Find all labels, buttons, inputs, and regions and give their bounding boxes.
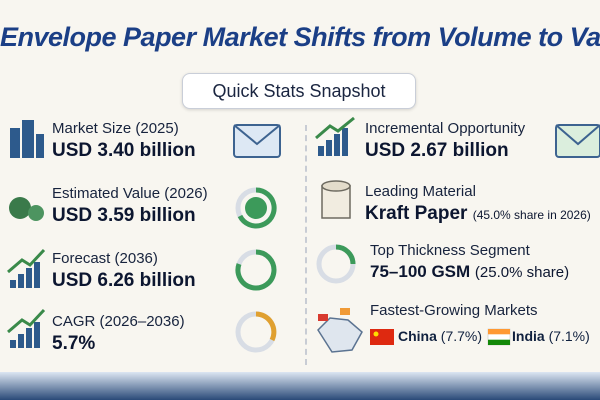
stat-value: USD 3.59 billion — [52, 205, 196, 226]
stat-label: Fastest-Growing Markets — [370, 302, 538, 319]
title: Envelope Paper Market Shifts from Volume… — [0, 22, 600, 52]
stat-label: Market Size (2025) — [52, 120, 179, 137]
subtitle: Quick Stats Snapshot — [182, 73, 416, 109]
thickness-badge — [316, 244, 356, 284]
market-name: India — [512, 328, 545, 344]
envelope-icon-2 — [555, 124, 600, 158]
stat-value: 75–100 GSM (25.0% share) — [370, 262, 569, 282]
stat-label: Forecast (2036) — [52, 250, 158, 267]
stat-label: Estimated Value (2026) — [52, 185, 208, 202]
forecast-badge — [235, 249, 277, 291]
money-icon — [9, 197, 44, 221]
stat-value-text: Kraft Paper — [365, 203, 468, 224]
paper-roll-icon — [321, 180, 351, 219]
stat-value-text: 75–100 GSM — [370, 262, 471, 281]
cagr-icon — [7, 308, 46, 348]
stat-note: (45.0% share in 2026) — [472, 208, 591, 222]
market-rate: (7.1%) — [548, 328, 590, 344]
india-flag — [487, 328, 511, 346]
cagr-badge — [235, 311, 277, 353]
dollar-badge — [235, 187, 277, 229]
stat-note: (25.0% share) — [474, 264, 570, 281]
stat-value: USD 3.40 billion — [52, 140, 196, 161]
market: China (7.7%) — [398, 328, 482, 344]
stat-value: Kraft Paper (45.0% share in 2026) — [365, 203, 591, 225]
stat-label: CAGR (2026–2036) — [52, 313, 185, 330]
market-name: China — [398, 328, 437, 344]
stat-label: Top Thickness Segment — [370, 242, 530, 259]
stat-label: Leading Material — [365, 183, 476, 200]
chart-icon — [7, 248, 46, 288]
building-icon — [10, 120, 44, 158]
china-flag — [370, 329, 394, 345]
stat-label: Incremental Opportunity — [365, 120, 526, 137]
stat-value: USD 6.26 billion — [52, 270, 196, 291]
divider — [305, 125, 307, 365]
envelope-icon — [233, 124, 281, 158]
market-rate: (7.7%) — [440, 328, 483, 344]
opportunity-icon — [315, 116, 355, 156]
market: India (7.1%) — [512, 328, 590, 344]
map-icon — [317, 308, 363, 353]
bottom-band — [0, 372, 600, 400]
stat-value: USD 2.67 billion — [365, 140, 509, 161]
stat-value: 5.7% — [52, 333, 96, 354]
